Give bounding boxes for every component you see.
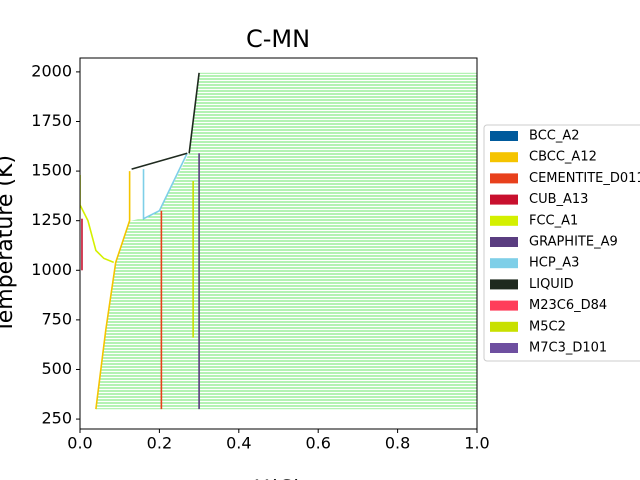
x-tick-label: 0.6 — [305, 434, 330, 453]
legend-label: CBCC_A12 — [529, 150, 597, 165]
x-tick-label: 0.4 — [226, 434, 251, 453]
y-tick-label: 1250 — [31, 210, 72, 229]
phase-boundary — [95, 171, 131, 410]
legend-label: HCP_A3 — [529, 256, 579, 271]
legend-swatch — [490, 237, 518, 247]
legend-label: BCC_A2 — [529, 129, 580, 144]
y-axis-label: Temperature (K) — [0, 155, 18, 334]
legend-label: M7C3_D101 — [529, 341, 607, 356]
legend-label: FCC_A1 — [529, 213, 578, 228]
legend-swatch — [490, 343, 518, 353]
y-tick-label: 1500 — [31, 161, 72, 180]
legend-swatch — [490, 300, 518, 311]
x-tick-label: 0.2 — [147, 434, 172, 453]
x-axis-label: X(C) — [254, 477, 302, 480]
legend-swatch — [490, 173, 518, 184]
legend-label: GRAPHITE_A9 — [529, 235, 618, 250]
legend-swatch — [490, 321, 518, 332]
y-tick-label: 1000 — [31, 260, 72, 279]
x-tick-label: 1.0 — [464, 434, 489, 453]
legend-box — [483, 124, 640, 362]
legend-swatch — [490, 258, 518, 269]
y-tick-label: 500 — [41, 359, 72, 378]
x-tick-label: 0.0 — [67, 434, 92, 453]
chart-title: C-MN — [246, 25, 310, 53]
legend-swatch — [490, 131, 518, 141]
phase-boundary — [142, 152, 188, 220]
legend-label: CEMENTITE_D011 — [529, 171, 640, 186]
legend: BCC_A2 CBCC_A12 CEMENTITE_D011 CUB_A13 FCC_A… — [483, 124, 640, 362]
y-tick-label: 750 — [41, 309, 72, 328]
phase-boundary — [131, 72, 200, 170]
y-tick-label: 250 — [41, 409, 72, 428]
y-tick-label: 1750 — [31, 111, 72, 130]
legend-swatch — [490, 279, 518, 290]
axes-frame — [79, 57, 478, 430]
legend-swatch — [490, 215, 518, 226]
legend-label: LIQUID — [529, 277, 574, 292]
phase-boundary — [80, 175, 115, 264]
x-tick-label: 0.8 — [385, 434, 410, 453]
y-tick-label: 2000 — [31, 61, 72, 80]
legend-swatch — [490, 152, 518, 163]
legend-label: CUB_A13 — [529, 192, 588, 207]
legend-swatch — [490, 194, 518, 205]
legend-label: M5C2 — [529, 319, 566, 334]
plot-area — [80, 72, 477, 410]
legend-label: M23C6_D84 — [529, 298, 607, 313]
tie-line-region — [95, 72, 477, 410]
